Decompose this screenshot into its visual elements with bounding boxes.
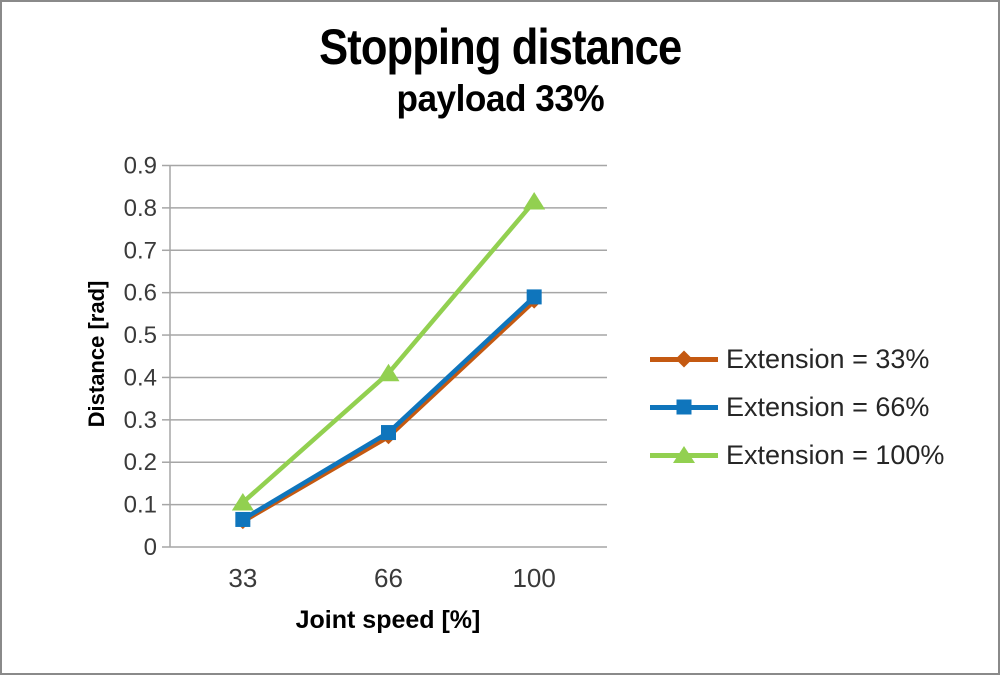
series-line <box>240 294 537 522</box>
series-line <box>240 298 537 524</box>
y-tick-label: 0.8 <box>124 195 157 222</box>
y-tick-label: 0.1 <box>124 492 157 519</box>
legend-entry: Extension = 66% <box>650 383 944 431</box>
x-tick-label: 33 <box>228 563 257 593</box>
y-tick-label: 0.5 <box>124 322 157 349</box>
series-marker-triangle <box>377 363 400 382</box>
y-tick-label: 0.2 <box>124 449 157 476</box>
legend-marker-triangle-icon <box>673 445 695 463</box>
chart-subtitle-text: payload 33% <box>396 78 604 119</box>
legend-series-icon <box>650 395 718 419</box>
series-marker-square <box>526 289 542 305</box>
series-marker-square <box>235 511 251 527</box>
x-tick-label: 100 <box>512 563 555 593</box>
series-marker-triangle <box>231 492 254 511</box>
legend-series-icon <box>650 443 718 467</box>
legend-label: Extension = 66% <box>726 391 930 422</box>
y-tick-label: 0.9 <box>124 153 157 180</box>
legend-label: Extension = 33% <box>726 343 930 374</box>
y-tick-label: 0.6 <box>124 280 157 307</box>
chart-title: Stopping distance <box>2 18 998 76</box>
series-marker-triangle <box>523 192 546 210</box>
y-tick-label: 0.3 <box>124 407 157 434</box>
legend-series-icon <box>650 347 718 371</box>
legend-entry: Extension = 100% <box>650 431 944 479</box>
x-tick-label: 66 <box>374 563 403 593</box>
legend-entry: Extension = 33% <box>650 335 944 383</box>
series-marker-square <box>381 425 396 441</box>
chart-subtitle: payload 33% <box>2 78 998 120</box>
chart-title-text: Stopping distance <box>318 19 682 75</box>
x-axis-title: Joint speed [%] <box>295 606 481 634</box>
legend-marker-square-icon <box>676 399 692 415</box>
y-tick-label: 0 <box>144 534 157 561</box>
y-tick-label: 0.4 <box>124 364 157 391</box>
y-tick-label: 0.7 <box>124 237 157 264</box>
series-line <box>240 199 537 505</box>
legend-marker-diamond-icon <box>675 350 693 368</box>
y-axis-title: Distance [rad] <box>84 280 109 428</box>
legend-label: Extension = 100% <box>726 439 945 470</box>
legend: Extension = 33% Extension = 66% Extension … <box>650 335 944 479</box>
